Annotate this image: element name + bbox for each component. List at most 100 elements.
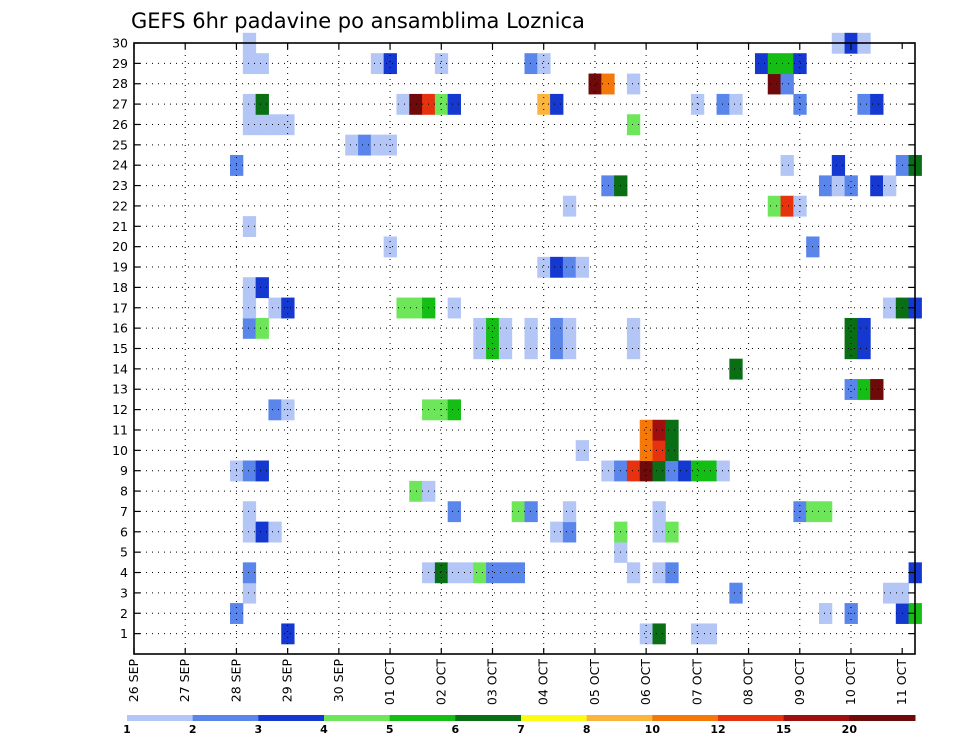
heatmap-cell (562, 256, 577, 278)
y-tick-label: 6 (120, 524, 128, 539)
heatmap-cell (780, 195, 794, 217)
y-tick-label: 17 (112, 300, 128, 315)
heatmap-cell (473, 317, 487, 339)
y-tick-label: 13 (112, 382, 128, 397)
heatmap-cell (447, 93, 461, 115)
heatmap-cell (870, 379, 884, 400)
heatmap-cell (818, 501, 833, 523)
colorbar-label: 3 (255, 723, 263, 736)
colorbar-label: 8 (583, 723, 591, 736)
x-tick-label: 29 SEP (280, 659, 295, 703)
heatmap-cell (434, 53, 449, 75)
heatmap-cell (767, 195, 782, 217)
heatmap-cell (665, 460, 679, 482)
heatmap-cell (626, 114, 641, 136)
heatmap-cell (550, 256, 564, 278)
colorbar-label: 12 (710, 723, 725, 736)
y-tick-label: 19 (112, 260, 128, 275)
heatmap-cell (498, 338, 513, 360)
heatmap-cell (268, 521, 282, 543)
heatmap-cell (690, 93, 705, 115)
heatmap-cell (242, 582, 257, 604)
heatmap-cell (255, 277, 269, 299)
y-tick-label: 30 (112, 36, 128, 51)
heatmap-cell (358, 134, 372, 156)
y-tick-label: 10 (112, 443, 128, 458)
heatmap-cell (255, 317, 269, 339)
heatmap-cell (409, 297, 423, 319)
heatmap-cell (652, 440, 666, 462)
heatmap-cell (729, 582, 743, 604)
y-tick-label: 21 (112, 219, 128, 234)
colorbar-label: 7 (517, 723, 525, 736)
heatmap-cell (857, 379, 871, 400)
colorbar-label: 2 (189, 723, 197, 736)
heatmap-cell (447, 297, 461, 319)
heatmap-cell (242, 521, 257, 543)
y-tick-label: 29 (112, 56, 128, 71)
heatmap-cell (255, 460, 269, 482)
heatmap-cell (524, 338, 538, 360)
heatmap-cell (575, 256, 590, 278)
heatmap-cell (831, 155, 846, 176)
heatmap-cell (652, 623, 666, 645)
x-tick-labels: 26 SEP 27 SEP 28 SEP 29 SEP 30 SEP 01 OCT 02 O… (126, 659, 909, 706)
colorbar: 1 2 3 4 5 6 7 8 10 12 15 20 (123, 715, 916, 736)
heatmap-cell (242, 460, 257, 482)
heatmap-cell (409, 93, 423, 115)
heatmap-cell (550, 317, 564, 339)
heatmap-cell (844, 175, 858, 197)
heatmap-cell (626, 317, 641, 339)
y-tick-label: 15 (112, 341, 128, 356)
colorbar-swatch (127, 715, 194, 721)
y-tick-label: 20 (112, 239, 128, 254)
heatmap-cell (716, 93, 730, 115)
heatmap-cell (665, 419, 679, 441)
heatmap-cell (268, 114, 282, 136)
heatmap-cell (588, 73, 602, 95)
heatmap-cell (844, 338, 858, 360)
heatmap-cell (268, 297, 282, 319)
heatmap-cell (242, 53, 257, 75)
x-tick-label: 11 OCT (894, 659, 909, 705)
ticks-layer (133, 42, 915, 654)
y-tick-label: 16 (112, 321, 128, 336)
colorbar-label: 5 (386, 723, 394, 736)
colorbar-swatch (521, 715, 588, 721)
heatmap-cell (882, 175, 897, 197)
heatmap-cell (626, 73, 641, 95)
heatmap-cell (562, 195, 577, 217)
heatmap-cell (639, 440, 654, 462)
heatmap-cell (652, 562, 666, 584)
y-tick-label: 27 (112, 97, 128, 112)
heatmap-cell (601, 73, 615, 95)
heatmap-cell (690, 460, 705, 482)
y-tick-label: 26 (112, 117, 128, 132)
heatmap-cell (486, 562, 500, 584)
heatmap-cell (882, 297, 897, 319)
x-tick-label: 04 OCT (536, 659, 551, 705)
heatmap-cell (780, 53, 794, 75)
colorbar-swatch (586, 715, 653, 721)
heatmap-cell (255, 521, 269, 543)
heatmap-cell (242, 317, 257, 339)
heatmap-cell (550, 521, 564, 543)
heatmap-cell (870, 93, 884, 115)
heatmap-cell (498, 562, 513, 584)
heatmap-cell (844, 379, 858, 400)
colorbar-label: 4 (320, 723, 328, 736)
heatmap-cell (434, 562, 449, 584)
heatmap-cell (550, 93, 564, 115)
x-tick-label: 28 SEP (228, 659, 243, 703)
x-tick-label: 27 SEP (177, 659, 192, 703)
heatmap-cell (434, 93, 449, 115)
heatmap-cell (665, 440, 679, 462)
cells-layer (230, 32, 922, 645)
heatmap-cell (396, 297, 410, 319)
heatmap-cell (626, 460, 641, 482)
heatmap-cell (473, 562, 487, 584)
y-tick-label: 11 (112, 422, 128, 437)
heatmap-cell (857, 317, 871, 339)
heatmap-cell (473, 338, 487, 360)
heatmap-cell (486, 338, 500, 360)
